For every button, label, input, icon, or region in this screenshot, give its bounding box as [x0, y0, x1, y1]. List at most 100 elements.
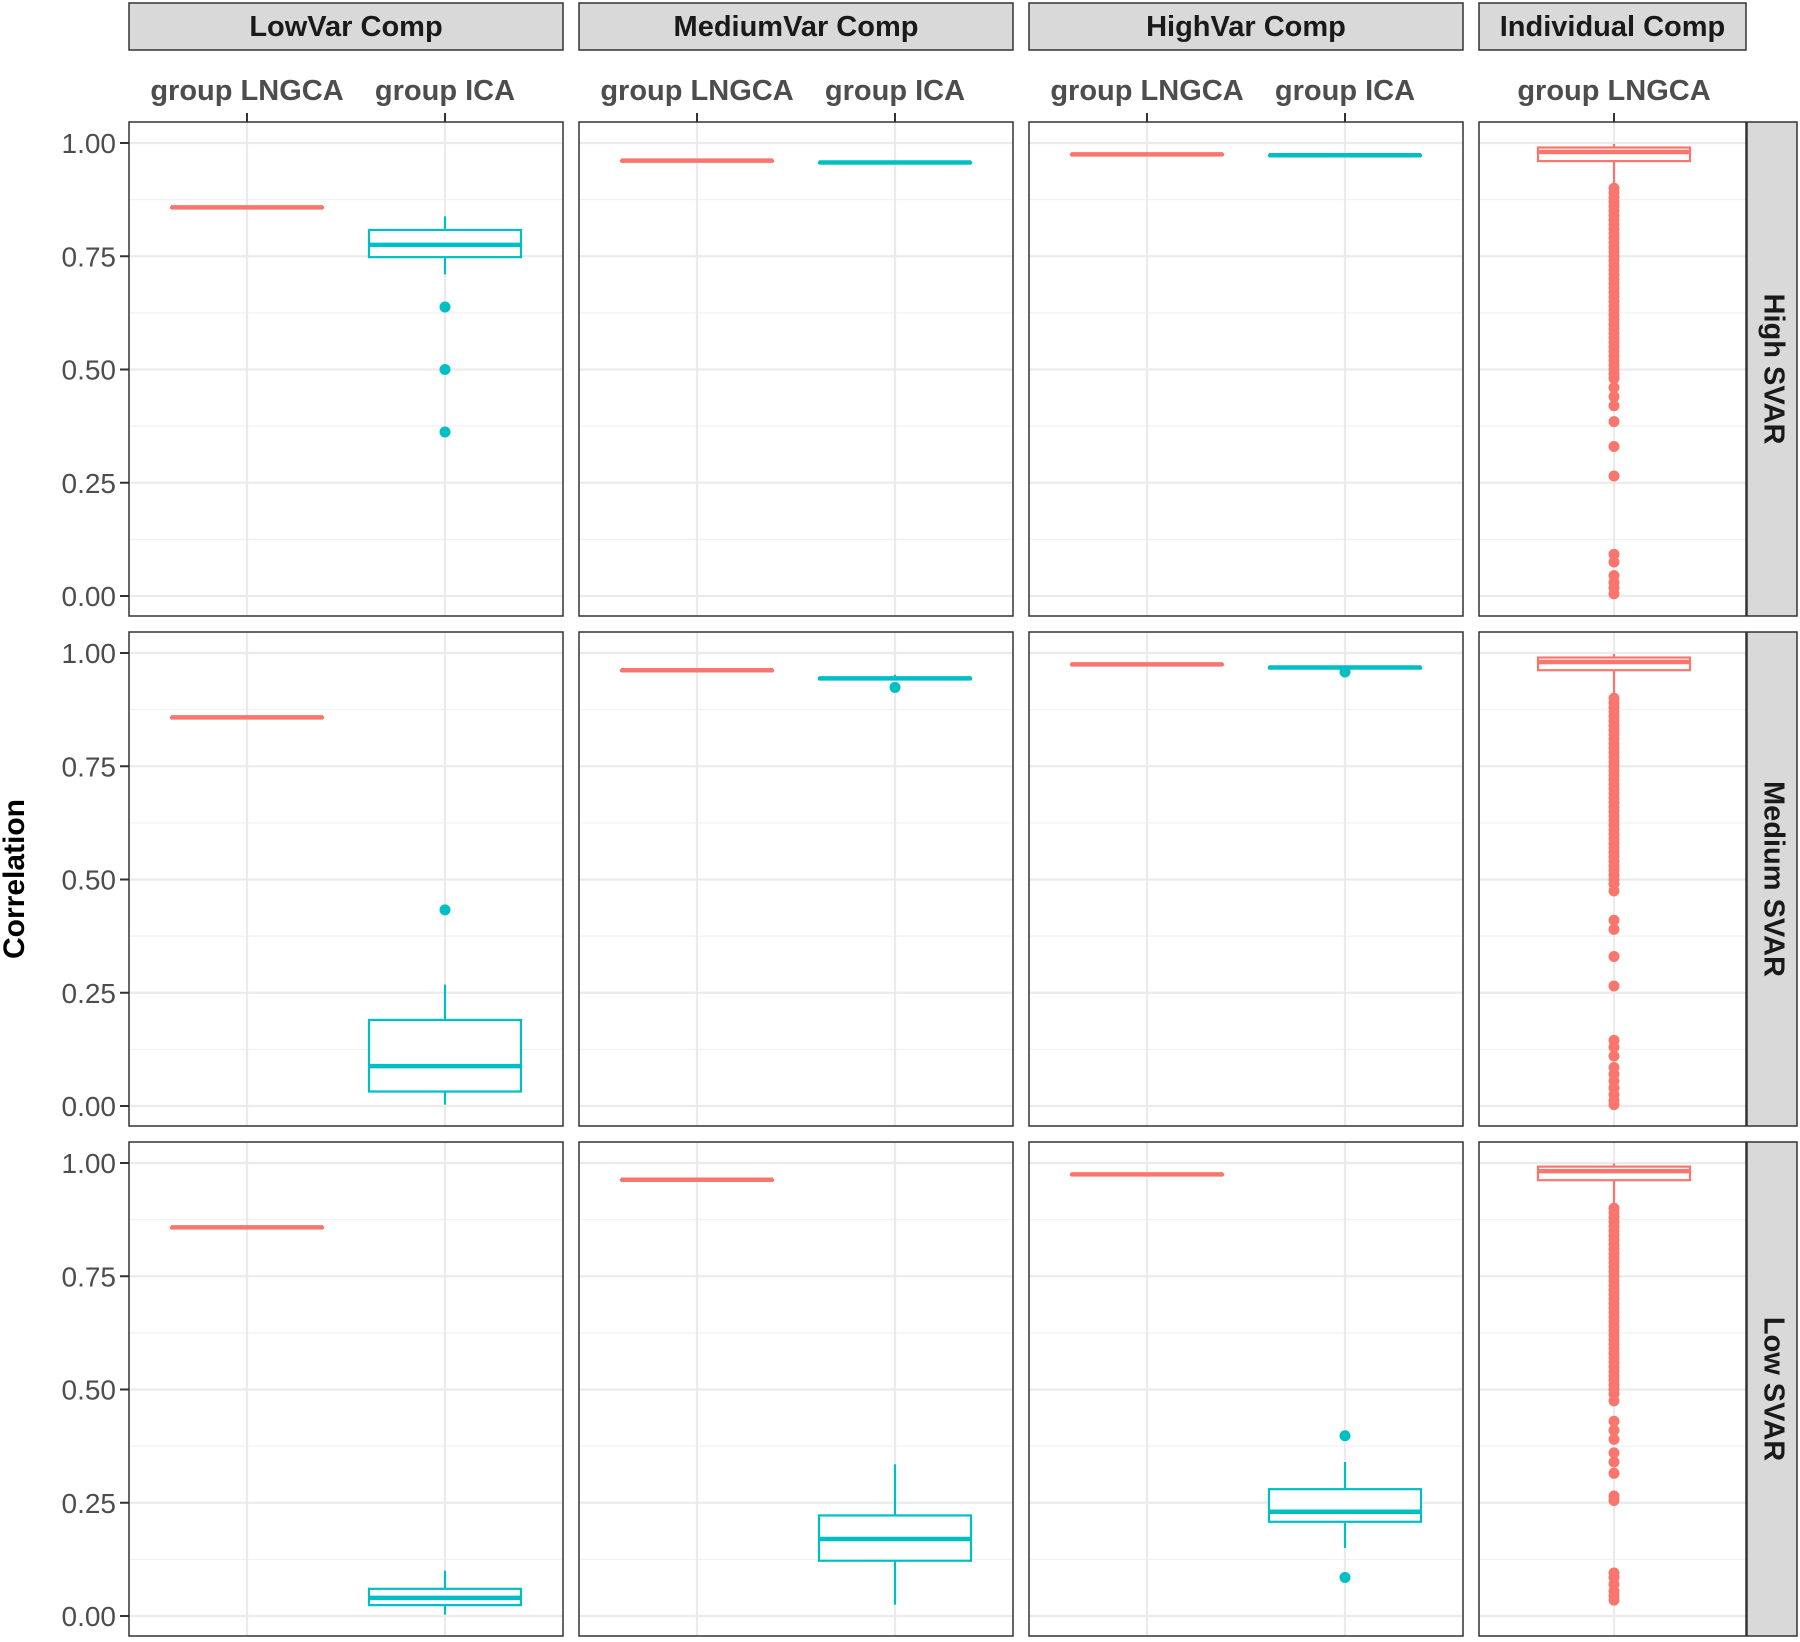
boxplot-group-lngca	[1069, 152, 1225, 157]
outlier-point	[1608, 391, 1620, 403]
boxplot-group-ica	[1267, 152, 1423, 158]
outlier-point	[1608, 914, 1620, 926]
outlier-point	[1339, 1430, 1351, 1442]
outlier-point	[1608, 400, 1620, 412]
row-strip-label: Low SVAR	[1757, 1317, 1789, 1462]
outlier-point	[1608, 1467, 1620, 1479]
boxplot-group-ica	[1267, 1430, 1423, 1583]
y-tick-label: 0.75	[62, 751, 117, 782]
boxplot-group-ica	[817, 1464, 973, 1605]
outlier-point	[1608, 1424, 1620, 1436]
panel-border	[578, 631, 1014, 1127]
facet-panel	[1478, 1141, 1747, 1637]
column-strip-label: LowVar Comp	[249, 11, 442, 43]
panel-border	[1028, 121, 1464, 617]
facet-panel	[1028, 1141, 1464, 1637]
panel-border	[128, 631, 564, 1127]
column-strip	[1028, 2, 1464, 51]
boxplot-group-ica	[817, 160, 973, 165]
row-strip	[1746, 1141, 1798, 1637]
outlier-point	[439, 301, 451, 313]
outlier-point	[1608, 416, 1620, 428]
boxplot-group-ica	[367, 904, 523, 1105]
y-tick-label: 0.25	[62, 1488, 117, 1519]
outlier-point	[1608, 923, 1620, 935]
facet-panel	[1478, 631, 1747, 1127]
y-tick-label: 0.00	[62, 1091, 117, 1122]
category-tick-label: group LNGCA	[150, 75, 343, 107]
box-iqr	[1267, 1488, 1423, 1523]
y-tick-label: 0.25	[62, 468, 117, 499]
outlier-point	[439, 364, 451, 375]
box-iqr	[1536, 146, 1692, 163]
outlier-point	[439, 904, 451, 916]
category-tick-label: group ICA	[1275, 75, 1415, 107]
column-strip	[128, 2, 564, 51]
outlier-point	[1608, 441, 1620, 453]
facet-panel	[578, 1141, 1014, 1637]
boxplot-group-lngca	[1069, 662, 1225, 667]
facet-panel	[128, 121, 564, 617]
outlier-point	[439, 426, 451, 438]
facet-panel	[128, 1141, 564, 1637]
boxplot-group-lngca	[169, 715, 325, 720]
boxplot-group-lngca	[169, 1225, 325, 1230]
outlier-point	[1608, 885, 1620, 897]
y-tick-label: 0.75	[62, 241, 117, 272]
outlier-point	[1608, 556, 1620, 568]
outlier-point	[1608, 382, 1620, 394]
row-strip-label: High SVAR	[1757, 294, 1789, 445]
outlier-point	[1608, 548, 1620, 560]
boxplot-group-lngca	[619, 1177, 775, 1183]
panel-border	[578, 1141, 1014, 1637]
outlier-point	[1608, 1456, 1620, 1468]
facet-panel	[1028, 631, 1464, 1127]
box-iqr	[1536, 1165, 1692, 1182]
facet-panel	[578, 631, 1014, 1127]
category-tick-label: group LNGCA	[1050, 75, 1243, 107]
row-strip-label: Medium SVAR	[1757, 781, 1789, 977]
boxplot-group-ica	[817, 674, 973, 693]
outlier-point	[1608, 588, 1620, 600]
category-tick-label: group LNGCA	[1517, 75, 1710, 107]
boxplot-group-ica	[1267, 665, 1423, 678]
outlier-point	[1608, 1494, 1620, 1506]
column-strip	[578, 2, 1014, 51]
y-tick-label: 1.00	[62, 128, 117, 159]
boxplot-group-lngca	[619, 667, 775, 673]
panel-border	[1478, 631, 1747, 1127]
row-strip	[1746, 121, 1798, 617]
box-iqr	[367, 1018, 523, 1093]
outlier-point	[1608, 1594, 1620, 1606]
y-tick-label: 1.00	[62, 638, 117, 669]
panel-border	[1028, 1141, 1464, 1637]
outlier-point	[1608, 1395, 1620, 1407]
outlier-point	[1608, 1433, 1620, 1445]
y-tick-label: 0.00	[62, 581, 117, 612]
outlier-point	[1608, 373, 1620, 385]
column-strip-label: MediumVar Comp	[674, 11, 919, 43]
category-tick-label: group LNGCA	[600, 75, 793, 107]
category-tick-label: group ICA	[825, 75, 965, 107]
outlier-point	[1339, 666, 1351, 678]
boxplot-group-lngca	[1536, 1163, 1692, 1606]
boxplot-group-lngca	[1536, 143, 1692, 600]
y-axis-label: Correlation	[0, 799, 31, 959]
boxplot-group-lngca	[1069, 1172, 1225, 1177]
facet-panel	[128, 631, 564, 1127]
panel-border	[578, 121, 1014, 617]
y-tick-label: 1.00	[62, 1148, 117, 1179]
panel-border	[128, 121, 564, 617]
column-strip-label: Individual Comp	[1500, 11, 1726, 43]
boxplot-group-ica	[367, 1570, 523, 1615]
facet-panel	[578, 121, 1014, 617]
outlier-point	[1608, 980, 1620, 992]
facet-panel	[1028, 121, 1464, 617]
boxplot-group-lngca	[1536, 653, 1692, 1111]
category-tick-label: group ICA	[375, 75, 515, 107]
boxplot-group-lngca	[619, 158, 775, 163]
facet-panel	[1478, 121, 1747, 617]
outlier-point	[1608, 1099, 1620, 1111]
panel-border	[1478, 121, 1747, 617]
